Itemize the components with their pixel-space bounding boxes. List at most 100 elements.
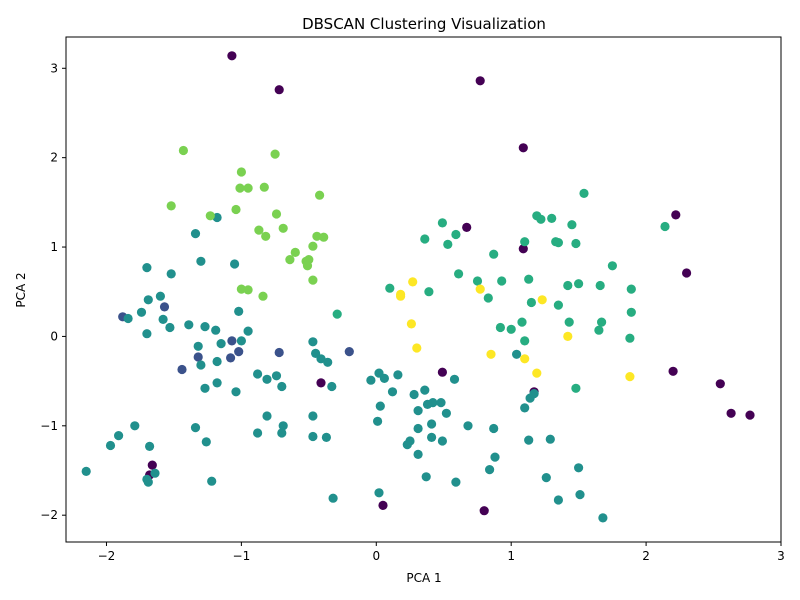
- data-point: [579, 188, 589, 198]
- x-tick-label: 3: [777, 549, 785, 563]
- data-point: [626, 307, 636, 317]
- data-point: [136, 307, 147, 317]
- data-point: [261, 231, 271, 241]
- data-point: [81, 466, 91, 476]
- data-point: [594, 325, 604, 335]
- data-point: [234, 306, 244, 316]
- data-point: [443, 239, 453, 249]
- data-point: [236, 336, 246, 346]
- data-point: [316, 378, 326, 388]
- data-point: [308, 241, 318, 251]
- data-point: [308, 337, 318, 347]
- data-point: [671, 210, 681, 220]
- data-point: [511, 349, 522, 359]
- data-point: [472, 276, 483, 286]
- data-point: [396, 291, 406, 301]
- data-point: [231, 387, 241, 397]
- data-point: [571, 383, 581, 393]
- data-point: [412, 343, 422, 353]
- data-point: [668, 366, 678, 376]
- data-point: [553, 495, 564, 505]
- data-point: [387, 387, 398, 397]
- data-point: [745, 410, 755, 420]
- y-tick-label: 2: [50, 151, 58, 165]
- data-point: [553, 238, 564, 248]
- data-point: [262, 374, 272, 384]
- data-point: [130, 421, 140, 431]
- data-point: [563, 280, 573, 291]
- data-point: [274, 85, 284, 95]
- data-point: [413, 449, 423, 459]
- data-point: [485, 465, 495, 475]
- data-point: [373, 416, 383, 426]
- data-point: [196, 256, 206, 266]
- x-tick-label: 0: [372, 549, 380, 563]
- data-point: [475, 284, 485, 294]
- data-point: [607, 261, 618, 271]
- data-point: [726, 408, 736, 418]
- data-point: [463, 421, 473, 431]
- data-point: [147, 460, 157, 470]
- data-point: [495, 322, 505, 333]
- x-tick-label: −2: [98, 549, 116, 563]
- data-point: [408, 277, 418, 287]
- data-point: [105, 440, 116, 451]
- data-point: [574, 279, 584, 289]
- data-point: [234, 347, 244, 357]
- y-axis: −2 −1 0 1 2 3: [40, 61, 66, 522]
- data-point: [483, 293, 493, 303]
- data-point: [165, 322, 175, 333]
- x-tick-label: 2: [642, 549, 650, 563]
- data-point: [715, 379, 725, 389]
- x-tick-label: 1: [507, 549, 515, 563]
- data-point: [413, 423, 423, 434]
- data-point: [524, 274, 534, 284]
- data-point: [308, 431, 318, 442]
- data-point: [520, 336, 530, 346]
- y-tick-label: 1: [50, 240, 58, 254]
- data-point: [216, 339, 226, 349]
- y-tick-label: −2: [40, 508, 58, 522]
- data-point: [254, 225, 264, 235]
- data-point: [227, 51, 237, 61]
- data-point: [506, 324, 516, 334]
- x-tick-label: −1: [233, 549, 251, 563]
- data-point: [253, 428, 263, 438]
- data-point: [227, 336, 237, 346]
- data-point: [178, 145, 188, 156]
- data-point: [479, 506, 489, 516]
- data-point: [308, 275, 318, 285]
- data-point: [524, 435, 534, 445]
- data-point: [393, 370, 403, 380]
- data-point: [312, 231, 322, 241]
- data-point: [489, 249, 499, 259]
- data-point: [564, 317, 574, 327]
- data-point: [490, 452, 500, 462]
- data-point: [327, 381, 337, 392]
- data-point: [123, 313, 133, 324]
- data-point: [489, 423, 499, 434]
- data-point: [518, 244, 528, 254]
- data-point: [155, 291, 165, 301]
- data-point: [660, 221, 670, 232]
- data-point: [682, 268, 692, 278]
- data-point: [315, 190, 325, 200]
- data-point: [231, 204, 241, 215]
- data-point: [236, 167, 246, 177]
- data-point: [332, 309, 342, 319]
- data-point: [597, 317, 607, 327]
- data-point: [427, 432, 437, 442]
- data-point: [253, 369, 263, 379]
- data-point: [196, 360, 206, 370]
- data-point: [226, 353, 236, 363]
- data-point: [486, 349, 496, 359]
- y-axis-title: PCA 2: [14, 272, 28, 307]
- y-tick-label: 3: [50, 61, 58, 75]
- data-point: [142, 263, 152, 273]
- data-point: [201, 437, 211, 447]
- data-point: [420, 385, 430, 395]
- data-point: [285, 255, 295, 265]
- data-point: [190, 423, 201, 433]
- data-point: [454, 269, 464, 279]
- data-point: [437, 367, 447, 377]
